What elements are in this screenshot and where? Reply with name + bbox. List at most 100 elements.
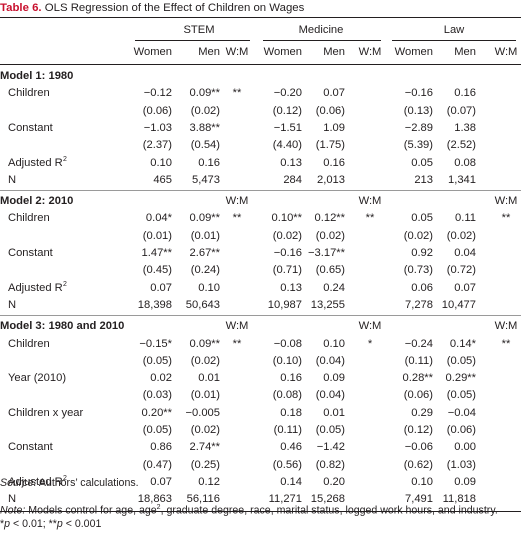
model-title: Model 1: 1980	[0, 70, 74, 82]
table-cell: (0.56)	[272, 458, 302, 471]
table-cell: (0.04)	[315, 354, 345, 367]
row-label: N	[8, 173, 17, 186]
table-cell: 0.05	[411, 212, 433, 225]
n-value: 11,271	[268, 493, 302, 506]
table-rule	[0, 510, 521, 512]
table-cell: (0.12)	[403, 424, 433, 436]
column-header: Men	[323, 46, 345, 58]
table-number: Table 6.	[0, 2, 42, 14]
n-value: 7,278	[405, 298, 433, 311]
table-cell: (0.11)	[273, 424, 302, 436]
table-cell: 1.47**	[141, 247, 172, 259]
table-cell: 0.10	[411, 475, 433, 488]
row-label: Year (2010)	[8, 372, 67, 385]
table-cell: 0.10	[150, 156, 172, 169]
table-cell: (0.65)	[315, 264, 345, 277]
table-cell: 0.18	[280, 406, 302, 419]
table-cell: 0.11	[455, 212, 476, 225]
n-value: 1,341	[448, 173, 476, 186]
table-cell: (0.05)	[446, 354, 476, 367]
table-cell: **	[365, 212, 375, 225]
table-cell: 0.20**	[141, 406, 172, 419]
table-cell: −0.06	[404, 441, 433, 454]
table-cell: (0.72)	[446, 264, 476, 277]
table-cell: 0.16	[323, 156, 345, 169]
table-cell: (0.71)	[272, 264, 302, 277]
table-cell: 0.24	[323, 281, 345, 294]
row-label: Constant	[8, 247, 53, 259]
table-cell: (0.02)	[190, 424, 220, 436]
table-cell: 0.14	[280, 475, 302, 488]
table-title: OLS Regression of the Effect of Children…	[41, 2, 305, 14]
table-cell: −0.16	[404, 87, 433, 100]
table-cell: (0.01)	[190, 389, 220, 402]
table-cell: 0.46	[280, 441, 302, 454]
column-header: Women	[394, 46, 433, 58]
column-header: W:M	[494, 46, 518, 58]
table-cell: 0.05	[411, 156, 433, 169]
table-cell: 0.13	[280, 281, 302, 294]
table-cell: 0.09**	[189, 212, 220, 225]
table-cell: 0.12	[198, 475, 220, 488]
table-cell: (0.06)	[142, 104, 172, 117]
table-cell: (2.52)	[446, 139, 476, 152]
row-label: Adjusted R	[8, 156, 63, 169]
table-cell: 1.09	[323, 121, 345, 134]
table-cell: (0.47)	[142, 458, 172, 471]
field-header-stem: STEM	[183, 24, 215, 36]
row-label: N	[8, 493, 17, 506]
table-cell: 0.10	[198, 281, 220, 294]
table-cell: −0.08	[273, 337, 302, 350]
n-value: 56,116	[186, 493, 220, 506]
source-note: Source: Authors’ calculations.	[0, 477, 139, 489]
field-header-law: Law	[443, 24, 465, 36]
table-cell: (0.02)	[403, 229, 433, 242]
table-cell: (0.02)	[446, 229, 476, 242]
row-label: Children	[8, 87, 50, 100]
table-cell: −0.005	[185, 406, 220, 419]
table-cell: 0.16	[280, 372, 302, 385]
table-cell: 0.10	[323, 337, 345, 350]
wm-header: W:M	[494, 195, 518, 208]
n-value: 15,268	[310, 493, 345, 506]
column-header: W:M	[358, 46, 382, 58]
table-cell: (0.73)	[403, 264, 433, 277]
table-rule	[0, 64, 521, 65]
table-cell: (0.13)	[403, 104, 433, 117]
n-value: 18,863	[137, 493, 172, 506]
table-cell: 3.88**	[189, 121, 220, 134]
table-cell: (4.40)	[272, 139, 302, 152]
table-cell: −0.24	[404, 337, 433, 350]
table-cell: 2.74**	[189, 441, 220, 454]
superscript: 2	[63, 280, 67, 288]
table-cell: −2.89	[404, 121, 433, 134]
table-cell: (0.08)	[272, 389, 302, 402]
table-cell: 0.04*	[145, 212, 172, 225]
n-value: 10,987	[267, 298, 302, 311]
wm-header: W:M	[225, 195, 249, 208]
table-cell: (0.02)	[315, 229, 345, 242]
table-cell: (0.01)	[142, 229, 172, 242]
table-cell: (0.45)	[142, 264, 172, 277]
table-cell: (0.02)	[272, 229, 302, 242]
table-cell: 0.09**	[189, 337, 220, 350]
table-cell: −0.20	[273, 87, 302, 100]
column-header: W:M	[225, 46, 249, 58]
table-cell: **	[232, 212, 242, 225]
row-label: Constant	[8, 121, 53, 134]
table-cell: 0.04	[454, 247, 476, 259]
table-cell: 0.09**	[189, 87, 220, 100]
n-value: 465	[153, 173, 172, 186]
n-value: 11,818	[442, 493, 476, 506]
table-cell: 0.20	[323, 475, 345, 488]
n-value: 284	[283, 173, 302, 186]
wm-header: W:M	[494, 320, 518, 333]
table-cell: 0.07	[454, 281, 476, 294]
table-cell: (0.54)	[190, 139, 220, 152]
field-header-underline	[392, 40, 516, 41]
table-cell: (0.62)	[403, 458, 433, 471]
table-cell: (1.03)	[446, 458, 476, 471]
table-cell: 0.86	[150, 441, 172, 454]
n-value: 2,013	[317, 173, 345, 186]
